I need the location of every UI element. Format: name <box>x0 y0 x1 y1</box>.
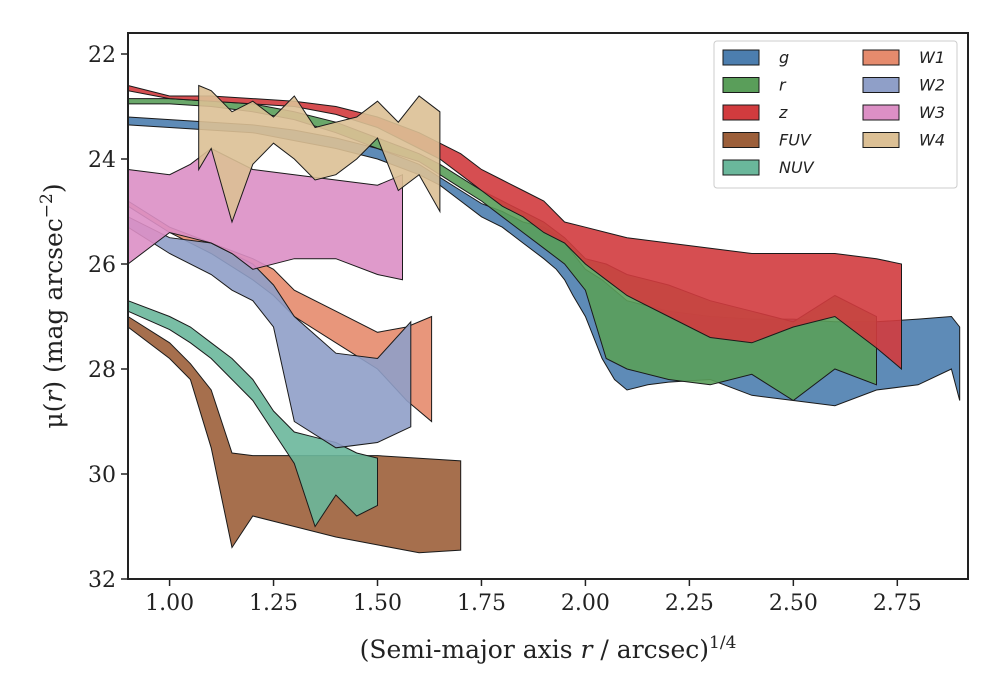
ticks-layer: 1.00 1.25 1.50 1.75 2.00 2.25 2.50 2.75 22 24 26 28… <box>88 43 922 616</box>
plot-frame <box>127 32 969 580</box>
legend-label-w3: W3 <box>919 103 945 122</box>
y-tick-label: 26 <box>88 253 116 278</box>
legend-swatch-nuv <box>722 159 760 176</box>
legend-label-nuv: NUV <box>779 158 815 177</box>
band-w3 <box>127 147 403 281</box>
x-tick-label: 2.75 <box>873 591 922 616</box>
x-tick-label: 1.00 <box>145 591 194 616</box>
legend-label-w1: W1 <box>919 48 945 67</box>
y-tick-label: 22 <box>88 43 116 68</box>
legend-label-z: z <box>778 103 788 122</box>
x-axis-label-pre: (Semi-major axis <box>360 635 581 664</box>
legend: grz FUV NUV W1 W2 W3 W4 <box>713 40 958 189</box>
legend-label-r: r <box>779 76 787 95</box>
x-tick-label: 2.25 <box>665 591 714 616</box>
x-tick-label: 2.00 <box>561 591 610 616</box>
y-tick-label: 24 <box>88 148 116 173</box>
x-tick-label: 1.25 <box>249 591 298 616</box>
legend-swatch-g <box>722 49 760 66</box>
x-axis-label-var: r <box>581 635 595 664</box>
x-tick-label: 1.75 <box>457 591 506 616</box>
band-nuv <box>127 299 378 528</box>
legend-label-fuv: FUV <box>779 131 812 150</box>
y-axis-label: μ(r) (mag arcsec−2) <box>37 183 68 428</box>
legend-label-g: g <box>779 48 789 67</box>
legend-swatch-z <box>722 104 760 121</box>
y-tick-label: 32 <box>88 568 116 593</box>
x-axis-label-sup: 1/4 <box>709 633 736 653</box>
legend-swatch-fuv <box>722 132 760 148</box>
legend-label-w4: W4 <box>919 131 945 150</box>
legend-swatch-r <box>722 77 760 93</box>
y-tick-label: 28 <box>88 358 116 383</box>
y-tick-label: 30 <box>88 463 116 488</box>
legend-label-w2: W2 <box>919 76 945 95</box>
x-tick-label: 2.50 <box>769 591 818 616</box>
legend-swatch-w3 <box>862 104 900 121</box>
x-axis-label: (Semi-major axis r / arcsec)1/4 <box>360 633 737 664</box>
y-axis-label-post: ) (mag arcsec <box>39 218 68 391</box>
legend-swatch-w2 <box>862 77 900 93</box>
y-axis-label-end: ) <box>39 183 68 193</box>
y-axis-label-var: r <box>39 389 68 403</box>
series-layer <box>127 84 961 554</box>
legend-swatch-w1 <box>862 49 900 66</box>
band-w4 <box>198 84 441 224</box>
y-axis-label-sup: −2 <box>37 193 57 218</box>
legend-swatch-w4 <box>862 132 900 148</box>
x-axis-label-post: / arcsec) <box>592 635 709 664</box>
x-tick-label: 1.50 <box>353 591 402 616</box>
y-axis-label-pre: μ( <box>39 403 68 429</box>
